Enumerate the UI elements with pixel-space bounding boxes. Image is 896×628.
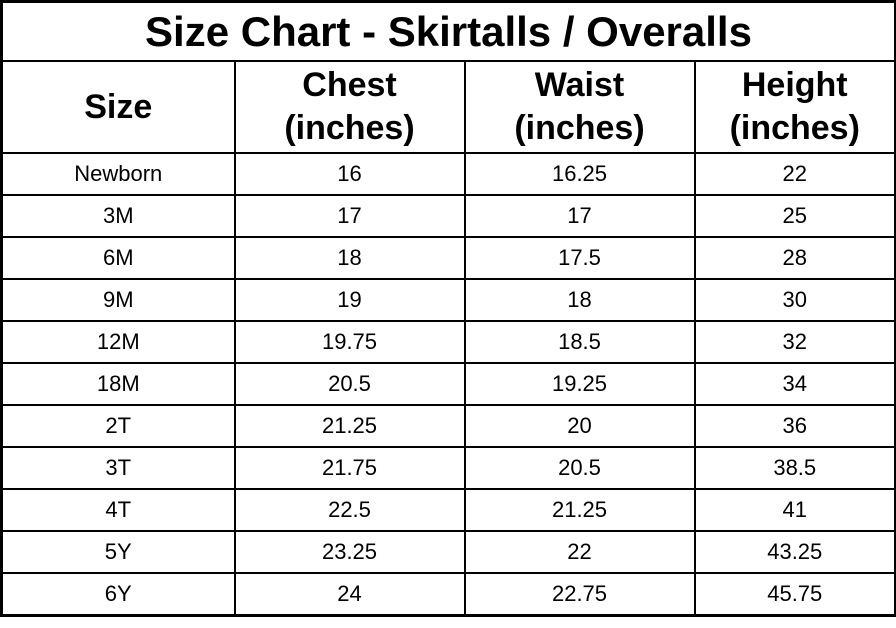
size-cell: 4T <box>0 488 236 532</box>
column-header-chest: Chest (inches) <box>233 60 466 154</box>
column-header-chest-unit: (inches) <box>284 109 415 147</box>
height-cell: 25 <box>693 194 896 238</box>
size-cell: 2T <box>0 404 236 448</box>
chest-cell: 19 <box>233 278 466 322</box>
size-cell: 12M <box>0 320 236 364</box>
table-row: 6Y 24 22.75 45.75 <box>0 572 896 617</box>
height-cell: 30 <box>693 278 896 322</box>
waist-cell: 17 <box>463 194 696 238</box>
column-header-size: Size <box>0 60 236 154</box>
table-row: 9M 19 18 30 <box>0 278 896 322</box>
size-cell: Newborn <box>0 152 236 196</box>
column-header-waist-unit: (inches) <box>514 109 645 147</box>
size-cell: 6Y <box>0 572 236 617</box>
height-cell: 22 <box>693 152 896 196</box>
table-row: 12M 19.75 18.5 32 <box>0 320 896 364</box>
height-cell: 41 <box>693 488 896 532</box>
column-header-height-unit: (inches) <box>729 109 860 147</box>
column-header-height: Height (inches) <box>693 60 896 154</box>
size-cell: 3T <box>0 446 236 490</box>
waist-cell: 16.25 <box>463 152 696 196</box>
size-cell: 6M <box>0 236 236 280</box>
chest-cell: 22.5 <box>233 488 466 532</box>
waist-cell: 22.75 <box>463 572 696 617</box>
table-row: Newborn 16 16.25 22 <box>0 152 896 196</box>
table-row: 2T 21.25 20 36 <box>0 404 896 448</box>
chest-cell: 19.75 <box>233 320 466 364</box>
waist-cell: 20 <box>463 404 696 448</box>
chest-cell: 16 <box>233 152 466 196</box>
size-cell: 9M <box>0 278 236 322</box>
waist-cell: 18.5 <box>463 320 696 364</box>
size-cell: 5Y <box>0 530 236 574</box>
chest-cell: 18 <box>233 236 466 280</box>
height-cell: 34 <box>693 362 896 406</box>
table-row: 6M 18 17.5 28 <box>0 236 896 280</box>
column-header-chest-label: Chest <box>302 66 397 105</box>
height-cell: 38.5 <box>693 446 896 490</box>
size-cell: 18M <box>0 362 236 406</box>
column-header-waist-label: Waist <box>534 66 625 105</box>
waist-cell: 21.25 <box>463 488 696 532</box>
table-row: 3M 17 17 25 <box>0 194 896 238</box>
header-row: Size Chest (inches) Waist (inches) Heigh… <box>0 60 896 154</box>
waist-cell: 19.25 <box>463 362 696 406</box>
waist-cell: 18 <box>463 278 696 322</box>
waist-cell: 20.5 <box>463 446 696 490</box>
waist-cell: 22 <box>463 530 696 574</box>
column-header-size-label: Size <box>84 87 153 126</box>
table-title: Size Chart - Skirtalls / Overalls <box>0 0 896 62</box>
chest-cell: 24 <box>233 572 466 617</box>
table-row: 18M 20.5 19.25 34 <box>0 362 896 406</box>
height-cell: 43.25 <box>693 530 896 574</box>
chest-cell: 17 <box>233 194 466 238</box>
chest-cell: 21.75 <box>233 446 466 490</box>
table-row: 4T 22.5 21.25 41 <box>0 488 896 532</box>
height-cell: 32 <box>693 320 896 364</box>
table-row: 5Y 23.25 22 43.25 <box>0 530 896 574</box>
size-cell: 3M <box>0 194 236 238</box>
chest-cell: 23.25 <box>233 530 466 574</box>
title-row: Size Chart - Skirtalls / Overalls <box>0 0 896 62</box>
chest-cell: 20.5 <box>233 362 466 406</box>
size-chart-body: Newborn 16 16.25 22 3M 17 17 25 6M 18 17… <box>0 152 896 617</box>
column-header-waist: Waist (inches) <box>463 60 696 154</box>
chest-cell: 21.25 <box>233 404 466 448</box>
height-cell: 45.75 <box>693 572 896 617</box>
height-cell: 28 <box>693 236 896 280</box>
waist-cell: 17.5 <box>463 236 696 280</box>
height-cell: 36 <box>693 404 896 448</box>
table-row: 3T 21.75 20.5 38.5 <box>0 446 896 490</box>
column-header-height-label: Height <box>741 66 848 105</box>
